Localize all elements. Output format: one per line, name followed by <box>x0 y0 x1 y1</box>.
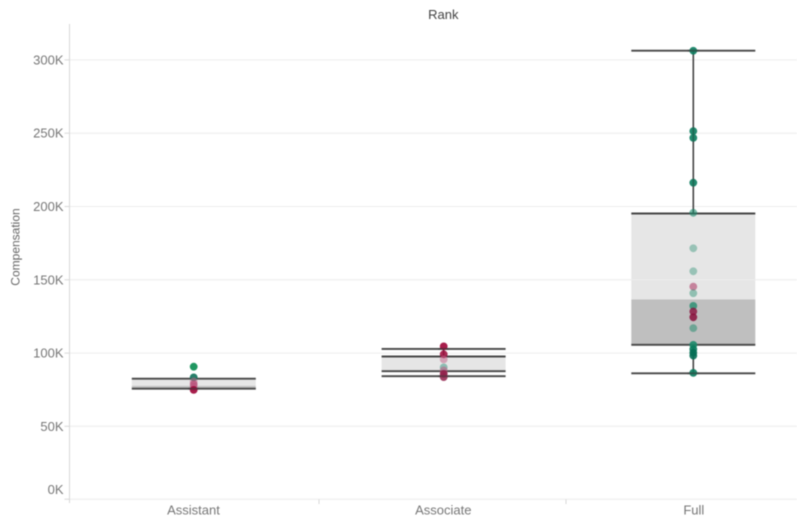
svg-text:100K: 100K <box>33 346 64 361</box>
svg-text:50K: 50K <box>40 419 63 434</box>
svg-text:300K: 300K <box>33 52 64 67</box>
svg-text:0K: 0K <box>48 482 64 497</box>
svg-text:Full: Full <box>683 503 704 518</box>
svg-text:Rank: Rank <box>428 7 459 22</box>
svg-text:Compensation: Compensation <box>9 208 23 285</box>
svg-text:250K: 250K <box>33 126 64 141</box>
svg-text:Assistant: Assistant <box>167 503 220 518</box>
svg-text:Associate: Associate <box>415 503 471 518</box>
svg-text:200K: 200K <box>33 199 64 214</box>
svg-text:150K: 150K <box>33 272 64 287</box>
